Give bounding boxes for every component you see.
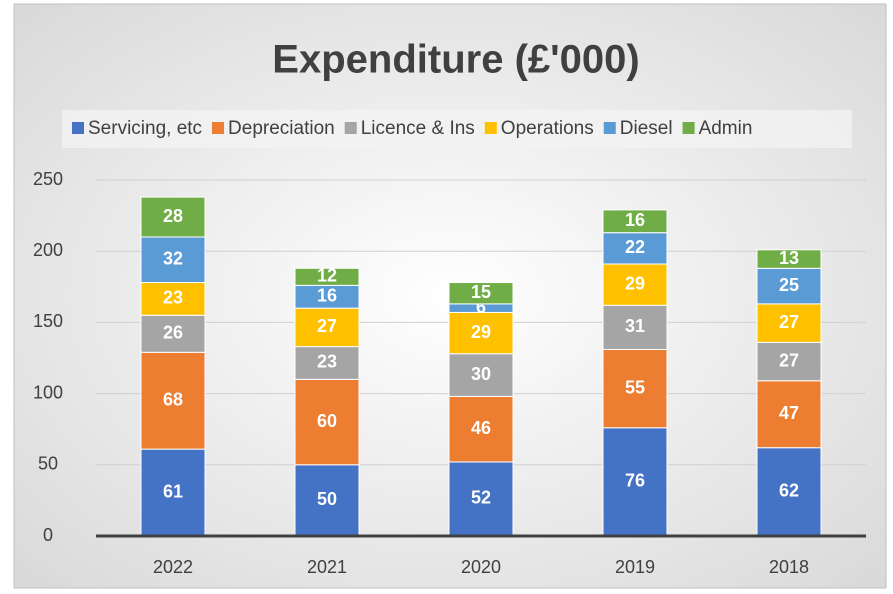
legend-label: Servicing, etc	[88, 118, 202, 139]
data-label: 50	[317, 489, 337, 509]
x-tick-label: 2021	[307, 557, 347, 577]
data-label: 15	[471, 282, 491, 302]
legend-label: Depreciation	[228, 118, 335, 139]
data-label: 27	[779, 350, 799, 370]
data-label: 46	[471, 418, 491, 438]
data-label: 23	[163, 288, 183, 308]
bar-segment	[602, 209, 668, 234]
y-tick-label: 200	[33, 240, 63, 260]
x-tick-label: 2020	[461, 557, 501, 577]
data-label: 29	[471, 322, 491, 342]
data-label: 31	[625, 316, 645, 336]
y-tick-label: 50	[38, 454, 58, 474]
bar-segment	[602, 263, 668, 306]
y-tick-label: 250	[33, 169, 63, 189]
bar-segment	[756, 249, 822, 269]
legend-label: Diesel	[620, 118, 673, 139]
legend-label: Operations	[501, 118, 594, 139]
bar-segment	[140, 314, 206, 353]
data-label: 29	[625, 273, 645, 293]
bar-segment	[294, 378, 360, 466]
bar-segment	[448, 395, 514, 463]
data-label: 13	[779, 248, 799, 268]
legend-swatch	[682, 122, 695, 134]
data-label: 62	[779, 481, 799, 501]
y-tick-label: 100	[33, 382, 63, 402]
data-label: 60	[317, 411, 337, 431]
bar-segment	[294, 346, 360, 380]
legend-label: Admin	[699, 118, 753, 139]
data-label: 52	[471, 488, 491, 508]
x-tick-label: 2019	[615, 557, 655, 577]
data-label: 6	[476, 297, 486, 317]
data-label: 28	[163, 206, 183, 226]
bar-segment	[294, 267, 360, 286]
data-label: 16	[625, 210, 645, 230]
data-label: 27	[317, 316, 337, 336]
bar-segment	[756, 380, 822, 449]
legend-swatch	[603, 122, 616, 134]
chart-title: Expenditure (£'000)	[272, 38, 639, 82]
bar-segment	[448, 353, 514, 397]
legend-swatch	[484, 122, 497, 134]
bar-segment	[140, 351, 206, 450]
bar-segment	[756, 303, 822, 343]
bar-segment	[448, 311, 514, 355]
x-tick-label: 2018	[769, 557, 809, 577]
data-label: 22	[625, 237, 645, 257]
data-label: 68	[163, 389, 183, 409]
legend-swatch	[72, 122, 84, 134]
legend-swatch	[212, 122, 225, 134]
data-label: 16	[317, 286, 337, 306]
bar-segment	[602, 348, 668, 429]
bar-segment	[602, 304, 668, 350]
y-tick-label: 150	[33, 311, 63, 331]
bar-segment	[756, 341, 822, 382]
data-label: 25	[779, 275, 799, 295]
data-label: 76	[625, 471, 645, 491]
bar-segment	[140, 196, 206, 238]
bar-segment	[602, 427, 668, 537]
data-label: 32	[163, 248, 183, 268]
bar-segment	[294, 464, 360, 537]
legend-background	[62, 110, 852, 148]
data-label: 23	[317, 352, 337, 372]
data-label: 12	[317, 266, 337, 286]
bar-segment	[756, 267, 822, 305]
data-label: 27	[779, 312, 799, 332]
bar-segment	[448, 282, 514, 305]
bar-segment	[602, 232, 668, 265]
x-tick-label: 2022	[153, 557, 193, 577]
data-label: 47	[779, 403, 799, 423]
data-label: 61	[163, 481, 183, 501]
data-label: 55	[625, 377, 645, 397]
legend-swatch	[344, 122, 357, 134]
y-tick-label: 0	[43, 525, 53, 545]
legend-label: Licence & Ins	[361, 118, 475, 139]
data-label: 26	[163, 323, 183, 343]
bar-segment	[448, 461, 514, 537]
data-label: 30	[471, 364, 491, 384]
bar-segment	[140, 236, 206, 284]
